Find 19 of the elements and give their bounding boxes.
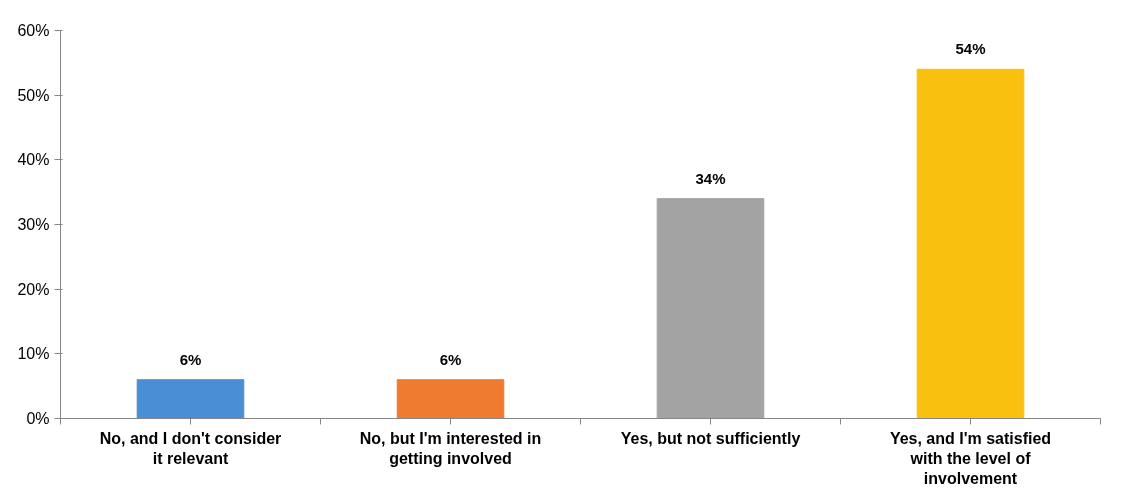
y-tick-label: 60% xyxy=(17,22,50,39)
data-label: 54% xyxy=(955,40,986,58)
x-tick-label: No, but I'm interested in getting involved xyxy=(359,429,542,467)
data-label: 34% xyxy=(695,169,726,187)
y-tick-label: 50% xyxy=(17,86,50,104)
y-tick-label: 40% xyxy=(17,151,50,169)
y-tick-label: 20% xyxy=(17,280,50,298)
bar xyxy=(916,68,1025,419)
x-tick-label: Yes, and I'm satisfied with the level of involvement xyxy=(889,429,1052,488)
x-tick-label: No, and I don't consider it relevant xyxy=(99,429,282,467)
y-tick-label: 30% xyxy=(17,216,50,233)
y-tick-label: 10% xyxy=(17,345,50,363)
bar xyxy=(656,198,765,419)
data-label: 6% xyxy=(179,350,202,368)
bar xyxy=(136,379,245,419)
bar xyxy=(396,379,505,419)
y-tick-label: 0% xyxy=(26,410,50,427)
x-tick-label: Yes, but not sufficiently xyxy=(620,429,801,447)
data-label: 6% xyxy=(439,350,462,368)
